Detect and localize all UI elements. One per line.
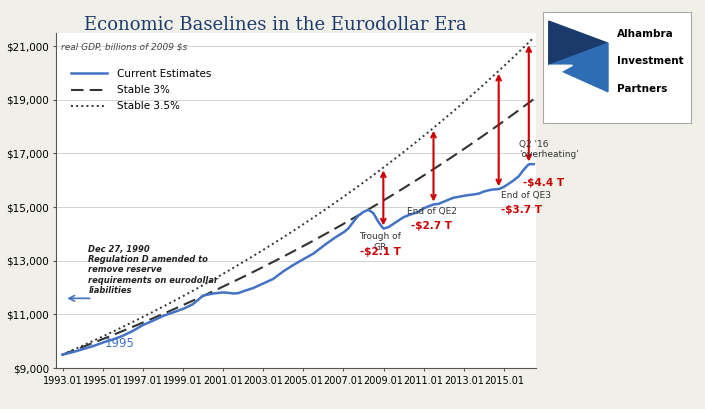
- Text: -$4.4 T: -$4.4 T: [523, 178, 564, 188]
- Text: Alhambra: Alhambra: [617, 29, 673, 39]
- Polygon shape: [548, 43, 608, 92]
- Text: Q2 '16
'overheating': Q2 '16 'overheating': [519, 139, 579, 159]
- Polygon shape: [548, 65, 572, 79]
- Text: 1995: 1995: [104, 337, 135, 350]
- Text: Partners: Partners: [617, 84, 667, 94]
- Polygon shape: [548, 21, 608, 65]
- Text: -$2.7 T: -$2.7 T: [411, 220, 452, 231]
- Text: Dec 27, 1990
Regulation D amended to
remove reserve
requirements on eurodollar
l: Dec 27, 1990 Regulation D amended to rem…: [89, 245, 219, 295]
- Text: real GDP, billions of 2009 $s: real GDP, billions of 2009 $s: [61, 43, 188, 52]
- Text: Economic Baselines in the Eurodollar Era: Economic Baselines in the Eurodollar Era: [84, 16, 466, 34]
- Text: -$3.7 T: -$3.7 T: [501, 205, 541, 215]
- Text: End of QE2: End of QE2: [407, 207, 456, 216]
- Legend: Current Estimates, Stable 3%, Stable 3.5%: Current Estimates, Stable 3%, Stable 3.5…: [66, 65, 216, 116]
- Text: Trough of
GR: Trough of GR: [360, 232, 401, 252]
- Text: End of QE3: End of QE3: [501, 191, 551, 200]
- Text: -$2.1 T: -$2.1 T: [360, 247, 400, 257]
- Text: Investment: Investment: [617, 56, 684, 66]
